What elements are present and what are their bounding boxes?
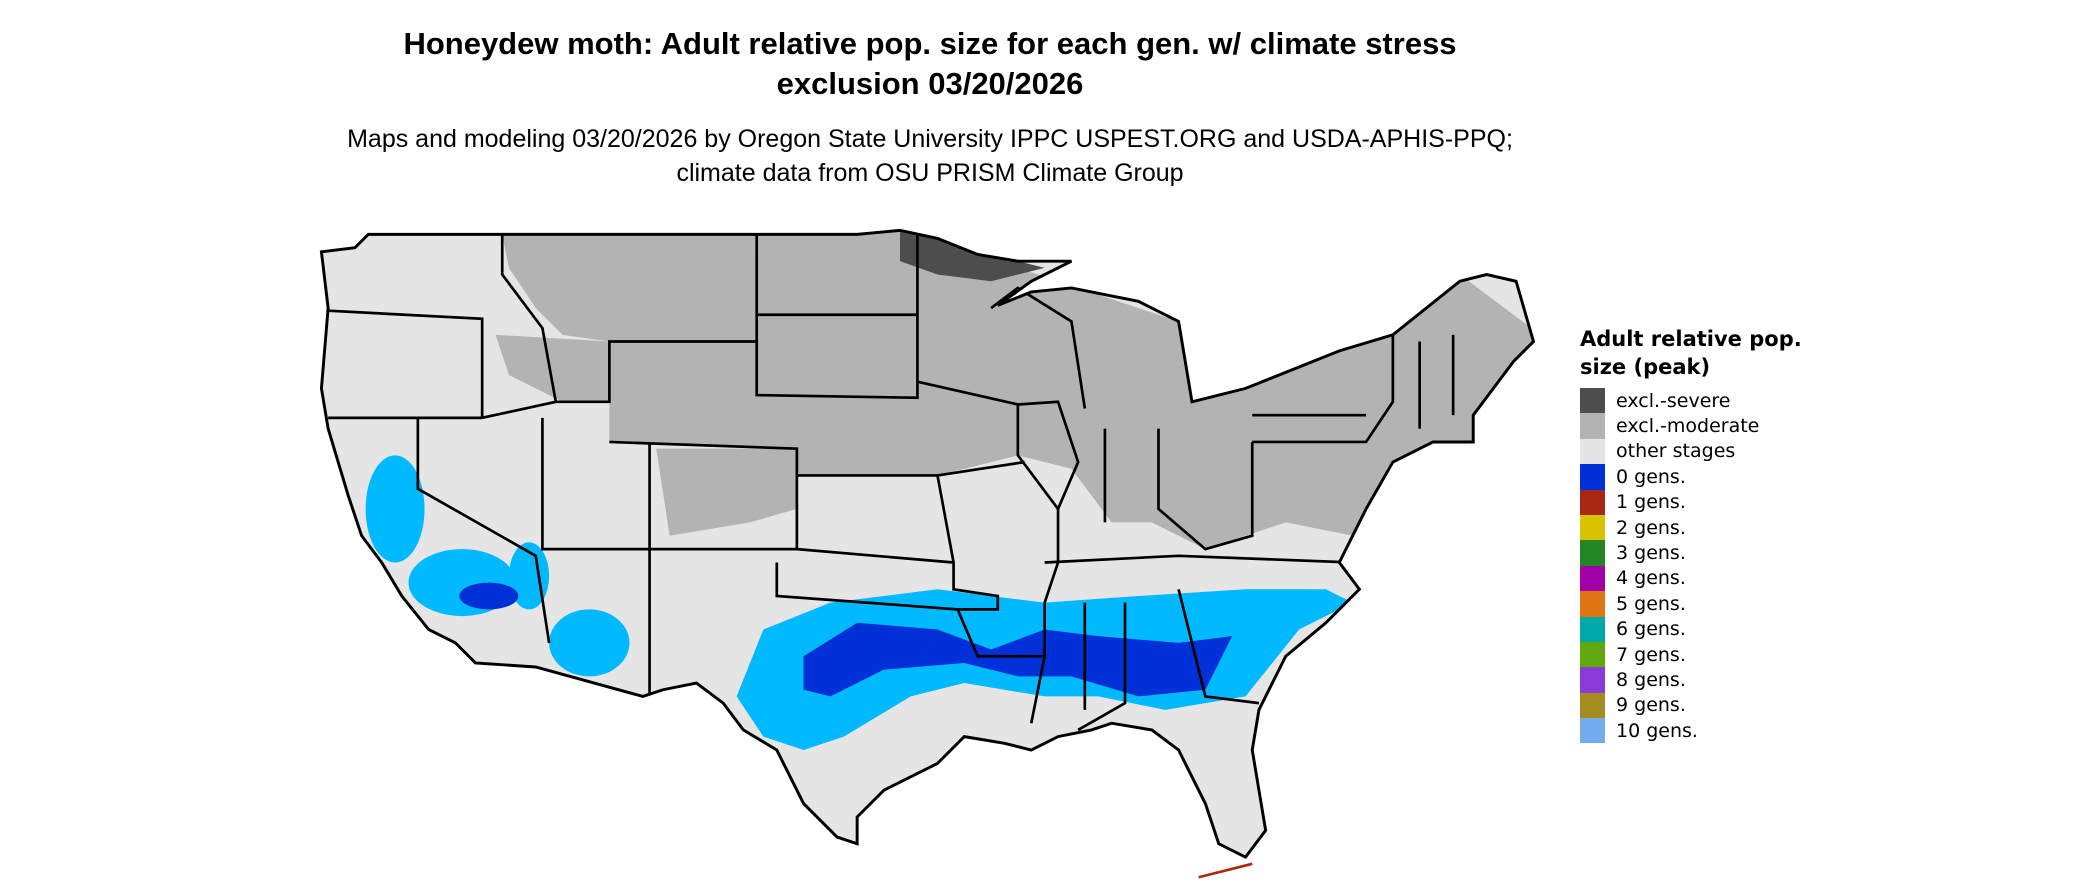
legend-swatch xyxy=(1580,718,1605,744)
legend-item: 10 gens. xyxy=(1580,718,1820,744)
legend-label: 5 gens. xyxy=(1616,592,1686,615)
one-gen-region xyxy=(1198,862,1253,879)
legend-item: 8 gens. xyxy=(1580,667,1820,693)
legend-swatch xyxy=(1580,540,1605,566)
legend-label: excl.-moderate xyxy=(1616,415,1760,438)
legend-items: excl.-severe excl.-moderate other stages 0 … xyxy=(1580,388,1820,744)
legend-swatch xyxy=(1580,641,1605,668)
excl-moderate-region xyxy=(502,230,1534,550)
legend-label: 7 gens. xyxy=(1616,643,1686,666)
excl-severe-region xyxy=(900,230,1045,282)
legend-label: 8 gens. xyxy=(1616,668,1686,691)
legend-item: 1 gens. xyxy=(1580,489,1820,515)
legend-item: 5 gens. xyxy=(1580,591,1820,617)
legend-swatch xyxy=(1580,388,1605,414)
legend-swatch xyxy=(1580,464,1605,490)
legend-item: 0 gens. xyxy=(1580,464,1820,490)
legend-swatch xyxy=(1580,565,1605,592)
legend-swatch xyxy=(1580,514,1605,541)
legend-swatch xyxy=(1580,667,1605,693)
legend-swatch xyxy=(1580,413,1605,439)
legend-swatch xyxy=(1580,692,1605,719)
legend-label: 4 gens. xyxy=(1616,567,1686,590)
legend-title: Adult relative pop. size (peak) xyxy=(1580,327,1802,379)
legend-swatch xyxy=(1580,438,1605,465)
legend-item: 3 gens. xyxy=(1580,540,1820,566)
legend-swatch xyxy=(1580,489,1605,515)
legend-label: 9 gens. xyxy=(1616,694,1686,717)
legend-swatch xyxy=(1580,591,1605,617)
legend-item: excl.-moderate xyxy=(1580,413,1820,439)
legend-label: excl.-severe xyxy=(1616,389,1731,412)
legend-label: 1 gens. xyxy=(1616,491,1686,514)
legend-label: other stages xyxy=(1616,440,1736,463)
legend-item: 4 gens. xyxy=(1580,565,1820,592)
excl-moderate-region xyxy=(495,334,610,402)
excl-moderate-region xyxy=(656,448,797,536)
map-title: Honeydew moth: Adult relative pop. size … xyxy=(403,26,1457,101)
legend-item: other stages xyxy=(1580,438,1820,465)
legend-item: 2 gens. xyxy=(1580,514,1820,541)
state-boundaries xyxy=(328,234,1455,732)
legend-label: 3 gens. xyxy=(1616,542,1686,565)
legend-item: 9 gens. xyxy=(1580,692,1820,719)
legend-item: 6 gens. xyxy=(1580,616,1820,642)
legend: Adult relative pop. size (peak) excl.-se… xyxy=(1580,325,1820,744)
legend-label: 6 gens. xyxy=(1616,618,1686,641)
legend-label: 10 gens. xyxy=(1616,719,1698,742)
legend-item: excl.-severe xyxy=(1580,388,1820,414)
map-subtitle: Maps and modeling 03/20/2026 by Oregon S… xyxy=(347,125,1513,187)
legend-label: 2 gens. xyxy=(1616,516,1686,539)
legend-swatch xyxy=(1580,616,1605,642)
legend-label: 0 gens. xyxy=(1616,465,1686,488)
legend-item: 7 gens. xyxy=(1580,641,1820,668)
